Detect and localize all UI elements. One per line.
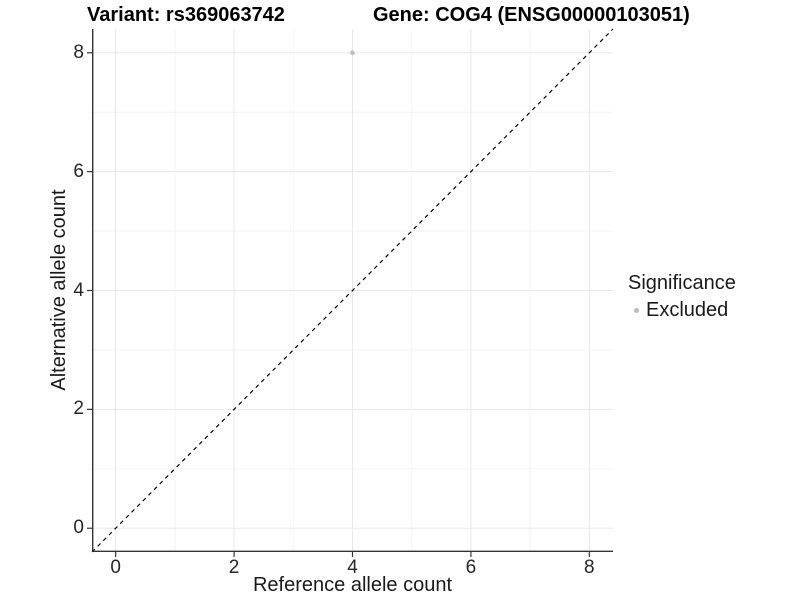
- legend-key: [628, 302, 645, 319]
- y-tick-label: 6: [73, 160, 84, 182]
- y-tick-label: 8: [73, 41, 84, 63]
- identity-line: [91, 28, 614, 553]
- data-point: [350, 50, 355, 56]
- legend-item-label: Excluded: [646, 299, 729, 321]
- x-axis-title: Reference allele count: [252, 574, 452, 596]
- plot-panel-canvas: [87, 28, 614, 557]
- legend-point-icon: [634, 307, 639, 313]
- legend-item: Excluded: [628, 299, 798, 321]
- y-tick-label: 2: [73, 398, 84, 420]
- plot-title-variant: Variant: rs369063742: [87, 4, 285, 26]
- plot-panel: [87, 28, 614, 557]
- y-tick-label: 0: [73, 517, 84, 539]
- x-tick-label: 4: [347, 557, 358, 578]
- legend-items: Excluded: [628, 299, 798, 321]
- legend-title: Significance: [628, 272, 736, 294]
- x-tick-label: 0: [110, 557, 121, 578]
- x-tick-label: 6: [465, 557, 477, 578]
- x-tick-label: 8: [584, 557, 595, 578]
- x-tick-label: 2: [228, 557, 240, 578]
- y-tick-label: 4: [73, 279, 84, 301]
- plot-title-gene: Gene: COG4 (ENSG00000103051): [373, 4, 690, 26]
- legend: Significance Excluded: [628, 271, 798, 321]
